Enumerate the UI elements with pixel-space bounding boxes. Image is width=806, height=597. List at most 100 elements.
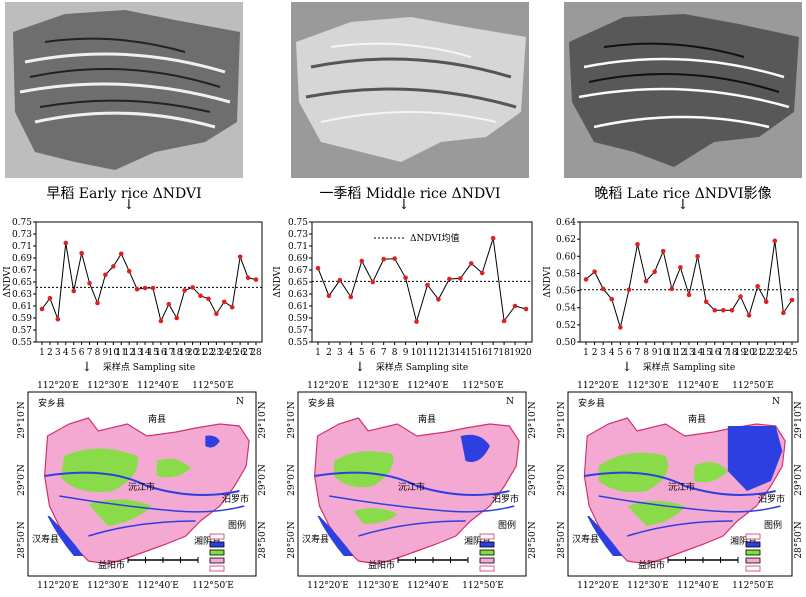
y-tick-label: 0.61 — [288, 302, 308, 312]
legend-swatch — [479, 565, 495, 572]
y-tick-label: 0.61 — [12, 302, 32, 312]
legend-swatch — [479, 557, 495, 564]
x-tick-label: 5 — [359, 348, 365, 358]
x-tick-label: 10 — [108, 348, 120, 358]
x-tick-label: 7 — [381, 348, 387, 358]
legend-mean-label: ΔNDVI均值 — [410, 232, 460, 244]
longitude-label: 112°40′E — [137, 581, 179, 591]
x-tick-label: 3 — [55, 348, 61, 358]
place-miluo: 汨罗市 — [758, 493, 785, 505]
x-tick-label: 2 — [326, 348, 332, 358]
x-tick-label: 6 — [626, 348, 632, 358]
x-tick-label: 17 — [487, 348, 499, 358]
x-tick-label: 4 — [348, 348, 354, 358]
x-tick-label: 1 — [583, 348, 589, 358]
series-line — [41, 242, 257, 323]
water-area — [317, 516, 354, 556]
data-point — [348, 294, 354, 300]
x-tick-label: 9 — [103, 348, 109, 358]
place-yuanjiang: 沅江市 — [128, 481, 155, 493]
data-point — [182, 288, 187, 293]
x-tick-label: 7 — [635, 348, 641, 358]
x-tick-label: 9 — [652, 348, 658, 358]
legend-swatch — [745, 549, 761, 556]
x-tick-label: 18 — [726, 348, 738, 358]
data-point — [134, 286, 140, 292]
x-tick-label: 6 — [79, 348, 85, 358]
series-line — [317, 238, 527, 324]
data-point — [772, 238, 778, 244]
x-tick-label: 17 — [163, 348, 175, 358]
caption-early: 早稻 Early rice ΔNDVI — [46, 186, 202, 202]
data-point — [686, 292, 692, 298]
data-point — [592, 269, 597, 275]
x-axis-label: 采样点 Sampling site — [103, 361, 195, 373]
x-tick-label: 19 — [509, 348, 521, 358]
data-point — [468, 261, 474, 266]
data-point — [392, 256, 397, 261]
data-point — [221, 299, 227, 305]
data-point — [479, 270, 485, 276]
data-point — [403, 275, 408, 281]
line-chart-late: 0.500.520.540.560.580.600.620.641 2 3 4 5 6 7 8… — [543, 218, 799, 374]
y-tick-label: 0.64 — [556, 218, 576, 228]
x-tick-label: 20 — [187, 348, 199, 358]
ndvi-image-middle — [291, 2, 529, 178]
data-point — [755, 283, 760, 289]
y-tick-label: 0.56 — [556, 287, 576, 297]
compass-icon: N — [772, 397, 780, 407]
data-point — [337, 277, 343, 283]
place-miluo: 汨罗市 — [492, 493, 519, 505]
place-anxiang: 安乡县 — [578, 397, 605, 409]
data-point — [87, 280, 92, 286]
y-tick-label: 0.57 — [12, 326, 32, 336]
x-tick-label: 3 — [600, 348, 606, 358]
data-point — [142, 285, 148, 291]
place-miluo: 汨罗市 — [222, 493, 249, 505]
data-point — [245, 275, 251, 281]
county-map — [44, 417, 250, 565]
data-point — [63, 240, 69, 246]
x-tick-label: 17 — [718, 348, 730, 358]
x-tick-label: 13 — [131, 348, 143, 358]
data-point — [635, 241, 640, 247]
latitude-label: 29°10′N — [794, 401, 804, 438]
legend-swatch — [209, 541, 225, 548]
data-point — [669, 286, 675, 292]
chart-frame — [35, 221, 263, 343]
ndvi-image-late — [564, 2, 802, 178]
data-point — [190, 285, 195, 290]
caption-middle: 一季稻 Middle rice ΔNDVI — [319, 186, 501, 202]
y-tick-label: 0.55 — [288, 338, 308, 348]
green-patch — [353, 508, 398, 524]
arrow-down-icon: ↓ — [677, 197, 689, 213]
legend-swatch — [209, 533, 225, 540]
y-tick-label: 0.69 — [288, 254, 308, 264]
x-axis-label: 采样点 Sampling site — [376, 361, 468, 373]
x-tick-label: 15 — [466, 348, 478, 358]
y-tick-label: 0.62 — [556, 235, 576, 245]
green-patch — [61, 448, 138, 493]
x-tick-label: 1 — [315, 348, 321, 358]
legend-swatch — [479, 541, 495, 548]
x-tick-label: 24 — [778, 348, 790, 358]
legend-swatch — [209, 557, 225, 564]
place-yuanjiang: 沅江市 — [398, 481, 425, 493]
x-tick-label: 6 — [370, 348, 376, 358]
data-point — [39, 306, 45, 312]
chart-frame — [579, 221, 799, 343]
data-point — [746, 313, 752, 318]
river-line — [358, 520, 466, 537]
x-tick-label: 14 — [139, 348, 151, 358]
river-line — [314, 471, 510, 496]
green-patch — [694, 462, 728, 483]
latitude-label: 29°10′N — [528, 401, 538, 438]
latitude-label: 29°0′N — [287, 464, 297, 496]
x-tick-label: 12 — [123, 348, 134, 358]
water-area — [205, 435, 220, 448]
x-tick-label: 14 — [455, 348, 467, 358]
data-point — [490, 235, 496, 241]
data-point — [712, 307, 718, 313]
latitude-label: 29°0′N — [528, 464, 538, 496]
y-tick-label: 0.75 — [288, 218, 308, 228]
